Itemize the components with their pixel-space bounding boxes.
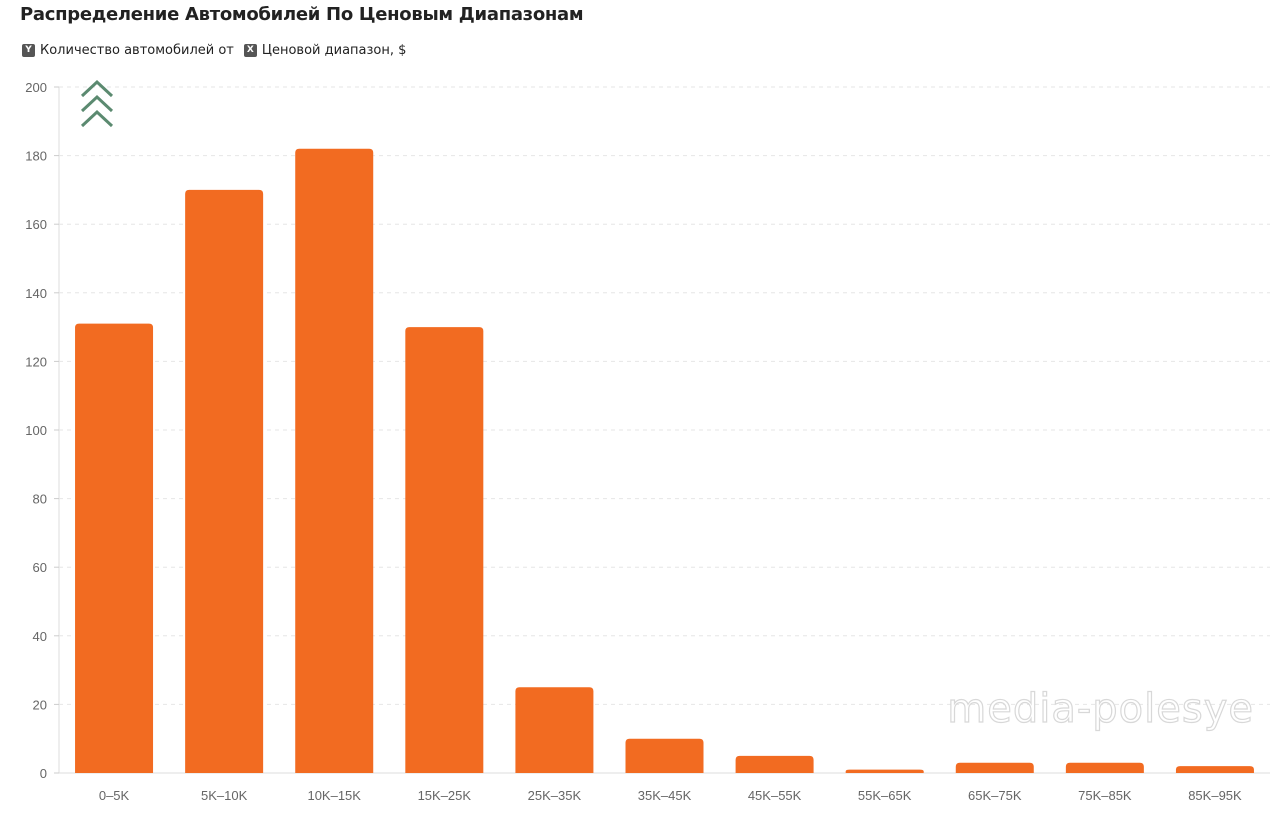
- bar-35K–45K[interactable]: [625, 738, 704, 773]
- y-tick-label: 120: [25, 354, 47, 369]
- y-tick-label: 20: [33, 697, 47, 712]
- bar-15K–25K[interactable]: [405, 327, 484, 773]
- y-tick-label: 40: [33, 629, 47, 644]
- x-axis-badge-icon: X: [243, 44, 257, 57]
- y-tick-label: 140: [25, 286, 47, 301]
- x-tick-label: 5K–10K: [201, 788, 248, 803]
- chart-title: Распределение Автомобилей По Ценовым Диа…: [20, 4, 584, 25]
- bar-25K–35K[interactable]: [515, 687, 594, 773]
- x-tick-label: 55K–65K: [858, 788, 912, 803]
- bar-45K–55K[interactable]: [735, 755, 814, 773]
- scroll-up-chevrons-icon[interactable]: [80, 79, 114, 128]
- bar-0–5K[interactable]: [75, 323, 154, 773]
- y-tick-label: 0: [40, 766, 47, 781]
- bar-5K–10K[interactable]: [185, 189, 264, 773]
- x-tick-label: 35K–45K: [638, 788, 692, 803]
- y-tick-label: 160: [25, 217, 47, 232]
- bar-85K–95K[interactable]: [1175, 766, 1254, 773]
- y-tick-label: 180: [25, 149, 47, 164]
- y-tick-label: 200: [25, 80, 47, 95]
- x-tick-label: 75K–85K: [1078, 788, 1132, 803]
- legend-label-x: Ценовой диапазон, $: [261, 43, 407, 58]
- legend: Y Количество автомобилей от X Ценовой ди…: [22, 43, 410, 58]
- legend-label-y: Количество автомобилей от: [40, 43, 234, 58]
- watermark: media-polesye: [947, 685, 1254, 732]
- x-tick-label: 10K–15K: [307, 788, 361, 803]
- y-tick-label: 60: [33, 560, 47, 575]
- y-axis-badge-icon: Y: [22, 44, 35, 57]
- y-tick-label: 100: [25, 423, 47, 438]
- x-tick-label: 65K–75K: [968, 788, 1022, 803]
- bar-55K–65K[interactable]: [845, 769, 924, 773]
- bar-10K–15K[interactable]: [295, 148, 374, 774]
- x-tick-label: 15K–25K: [418, 788, 472, 803]
- legend-item-y: Y Количество автомобилей от: [22, 43, 234, 58]
- x-tick-label: 25K–35K: [528, 788, 582, 803]
- x-tick-label: 0–5K: [99, 788, 130, 803]
- legend-item-x: X Ценовой диапазон, $: [243, 43, 407, 58]
- bar-75K–85K[interactable]: [1065, 762, 1144, 773]
- bar-65K–75K[interactable]: [955, 762, 1034, 773]
- x-tick-label: 45K–55K: [748, 788, 802, 803]
- y-tick-label: 80: [33, 492, 47, 507]
- x-tick-label: 85K–95K: [1188, 788, 1242, 803]
